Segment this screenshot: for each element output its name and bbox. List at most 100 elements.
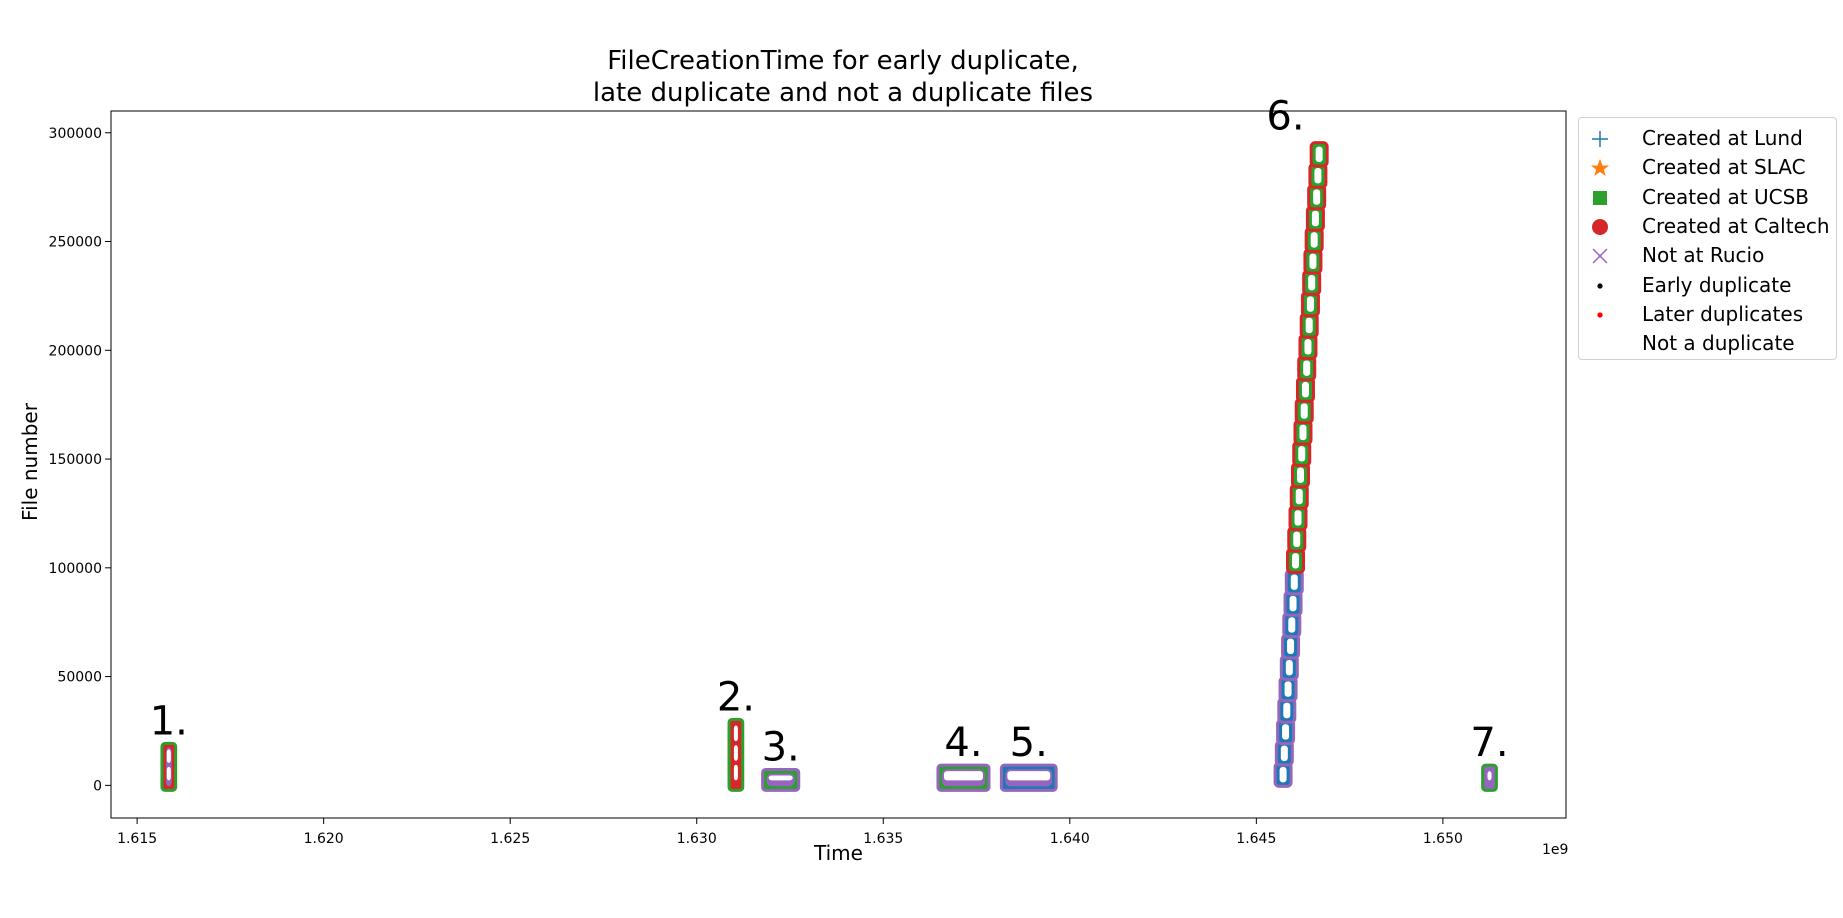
not-duplicate-point: [1285, 660, 1293, 676]
not-duplicate-point: [1282, 724, 1290, 740]
not-duplicate-point: [1300, 403, 1308, 419]
x-axis-label: Time: [814, 841, 863, 865]
cluster-1: [160, 741, 178, 792]
not-duplicate-point: [1487, 771, 1492, 781]
cluster-label: 5.: [1010, 720, 1048, 766]
empty-marker-icon: [1589, 333, 1611, 355]
not-duplicate-point: [1295, 488, 1303, 505]
not-duplicate-point: [1303, 360, 1311, 376]
not-duplicate-point: [1313, 189, 1321, 205]
legend: Created at Lund Created at SLAC Created at…: [1578, 117, 1837, 360]
not-duplicate-point: [733, 725, 738, 742]
legend-label: Created at SLAC: [1642, 155, 1806, 180]
x-tick-label: 1.625: [490, 831, 530, 847]
legend-label: Created at Lund: [1642, 126, 1803, 150]
cluster-3: [761, 767, 801, 792]
not-duplicate-point: [943, 771, 983, 781]
legend-item: Created at SLAC: [1579, 153, 1836, 182]
legend-item: Later duplicates: [1579, 300, 1836, 329]
legend-label: Created at UCSB: [1642, 184, 1809, 209]
not-duplicate-point: [166, 766, 171, 781]
legend-item: Not a duplicate: [1579, 329, 1836, 358]
cluster-4: [936, 763, 991, 792]
not-duplicate-point: [1298, 446, 1306, 462]
x-tick-label: 1.650: [1423, 831, 1463, 847]
x-tick-label: 1.635: [863, 831, 903, 847]
x-tick-label: 1.620: [304, 831, 344, 847]
y-axis-label: File number: [18, 403, 42, 521]
not-duplicate-point: [1280, 745, 1288, 761]
not-duplicate-point: [733, 745, 738, 761]
x-tick-label: 1.630: [677, 831, 717, 847]
cluster-label: 4.: [944, 720, 982, 766]
y-tick-label: 0: [93, 778, 102, 794]
not-duplicate-point: [768, 775, 793, 781]
not-duplicate-point: [1293, 531, 1301, 548]
y-tick-label: 200000: [49, 343, 102, 359]
not-duplicate-point: [1284, 681, 1292, 697]
cluster-2: [727, 717, 745, 792]
legend-item: Created at UCSB: [1579, 183, 1836, 212]
not-duplicate-point: [1308, 274, 1316, 291]
x-axis: 1.615 1.620 1.625 1.630 1.635 1.640 1.645 1.650: [117, 818, 1463, 847]
y-tick-label: 100000: [49, 561, 102, 577]
plus-marker-icon: [1589, 128, 1611, 150]
not-duplicate-point: [1296, 467, 1304, 483]
y-tick-label: 150000: [49, 452, 102, 468]
not-duplicate-point: [1314, 168, 1322, 184]
cluster-label: 6.: [1266, 94, 1304, 140]
x-tick-label: 1.615: [117, 831, 157, 847]
not-duplicate-point: [1310, 232, 1318, 248]
not-duplicate-point: [1306, 296, 1314, 312]
y-tick-label: 50000: [57, 670, 102, 686]
not-duplicate-point: [1299, 424, 1307, 441]
legend-item: Created at Lund: [1579, 124, 1836, 153]
point-marker-icon: [1589, 304, 1611, 326]
x-axis-offset-label: 1e9: [1542, 842, 1569, 858]
legend-label: Later duplicates: [1642, 301, 1804, 326]
not-duplicate-point: [1305, 317, 1313, 334]
not-duplicate-point: [1287, 638, 1295, 655]
circle-marker-icon: [1589, 216, 1611, 238]
not-duplicate-point: [1294, 510, 1302, 526]
cluster-5: [999, 763, 1058, 792]
not-duplicate-point: [1309, 253, 1317, 269]
square-marker-icon: [1589, 187, 1611, 209]
x-marker-icon: [1589, 245, 1611, 267]
not-duplicate-point: [1301, 381, 1309, 398]
not-duplicate-point: [1283, 702, 1291, 719]
point-marker-icon: [1589, 275, 1611, 297]
not-duplicate-point: [733, 764, 738, 781]
legend-label: Not at Rucio: [1642, 243, 1765, 268]
not-duplicate-point: [1315, 146, 1323, 163]
cluster-label: 7.: [1470, 720, 1508, 766]
not-duplicate-point: [1311, 210, 1319, 227]
not-duplicate-point: [1007, 771, 1051, 781]
y-axis: 0 50000 100000 150000 200000 250000 300000: [49, 126, 111, 794]
cluster-label: 1.: [150, 698, 188, 744]
star-marker-icon: [1589, 157, 1611, 179]
cluster-6: [1273, 141, 1329, 788]
y-tick-label: 300000: [49, 126, 102, 142]
not-duplicate-point: [1304, 339, 1312, 355]
y-tick-label: 250000: [49, 235, 102, 251]
legend-label: Not a duplicate: [1642, 331, 1795, 356]
legend-item: Not at Rucio: [1579, 241, 1836, 270]
cluster-7: [1481, 763, 1498, 792]
legend-item: Early duplicate: [1579, 271, 1836, 300]
not-duplicate-point: [1290, 574, 1298, 590]
not-duplicate-point: [1292, 553, 1300, 569]
chart-title-line-1: FileCreationTime for early duplicate,: [607, 46, 1079, 76]
cluster-label: 3.: [762, 724, 800, 770]
chart-title-line-2: late duplicate and not a duplicate files: [592, 78, 1094, 108]
legend-label: Created at Caltech: [1642, 213, 1830, 238]
legend-item: Created at Caltech: [1579, 212, 1836, 241]
x-tick-label: 1.640: [1050, 831, 1090, 847]
data-clusters: [160, 141, 1498, 792]
not-duplicate-point: [166, 749, 171, 763]
legend-label: Early duplicate: [1642, 272, 1792, 297]
plot-area: [110, 110, 1567, 819]
x-tick-label: 1.645: [1236, 831, 1276, 847]
not-duplicate-point: [1289, 595, 1297, 612]
